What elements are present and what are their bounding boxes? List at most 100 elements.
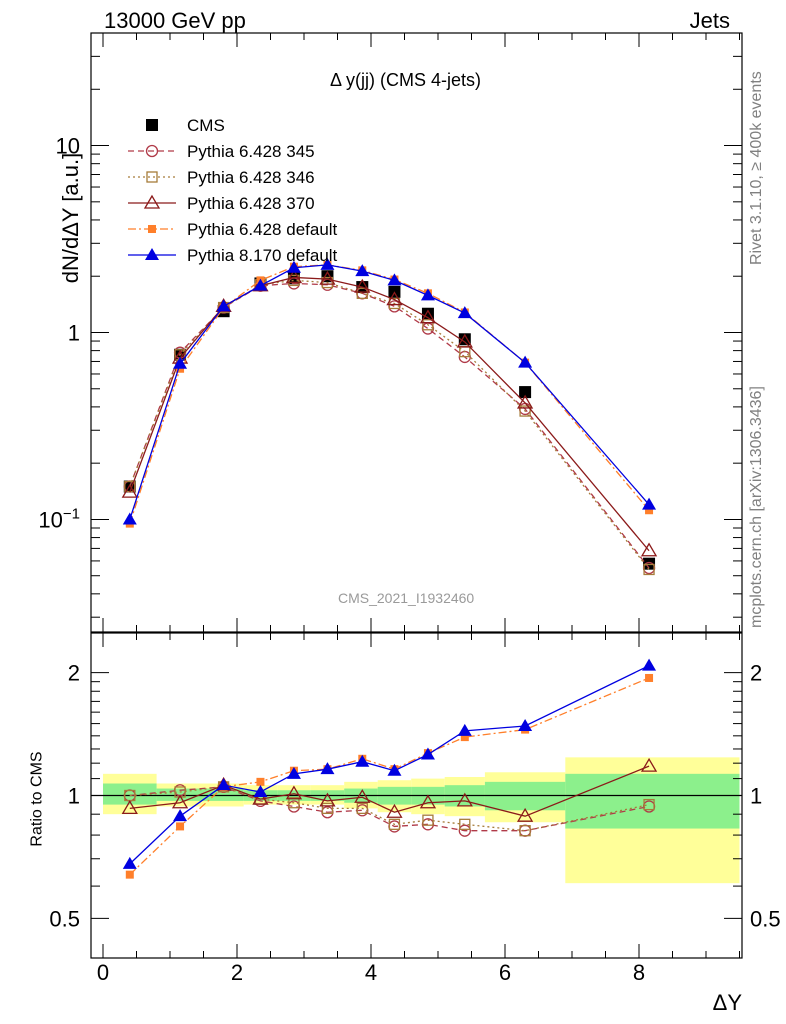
legend-marker-0: [146, 119, 158, 131]
ratio-point-s1-10: [519, 825, 531, 837]
main-line-2: [129, 279, 650, 570]
main-point-s0-9: [458, 333, 471, 346]
ratio-line-4: [129, 665, 650, 865]
legend-label-0: CMS: [187, 116, 225, 135]
ratio-point-s3-11: [645, 673, 654, 682]
main-point-s3-8: [419, 309, 437, 324]
main-line-5: [129, 264, 650, 520]
main-point-s3-4: [285, 269, 303, 284]
main-point-s0-11: [643, 557, 656, 570]
main-point-s5-3: [253, 278, 268, 291]
legend-marker-3: [143, 194, 161, 209]
ratio-point-s2-5: [319, 792, 336, 807]
ratio-line-0: [129, 786, 650, 832]
ratio-point-s1-8: [422, 814, 434, 826]
main-point-s0-10: [519, 386, 532, 399]
ratio-point-s4-6: [355, 754, 370, 767]
ratio-point-s2-0: [121, 800, 138, 815]
ratio-point-s2-3: [252, 790, 269, 805]
ratio-point-s1-7: [388, 818, 401, 830]
ratio-point-s3-3: [256, 777, 265, 786]
main-point-s4-11: [645, 506, 654, 515]
ratio-point-s4-1: [173, 809, 188, 822]
main-point-s2-10: [519, 405, 531, 417]
ratio-point-s2-4: [285, 785, 303, 800]
legend-label-5: Pythia 8.170 default: [187, 246, 338, 265]
ratio-point-s4-0: [122, 856, 137, 869]
ratio-tick-label-0: 0.5: [49, 906, 80, 931]
legend-marker-4: [148, 225, 156, 233]
y-axis-label: dN/dΔY [a.u.]: [58, 152, 84, 284]
ratio-point-s3-1: [176, 822, 185, 831]
x-tick-label-1: 2: [231, 960, 243, 985]
main-point-s3-11: [640, 542, 658, 557]
ratio-point-s4-9: [457, 723, 472, 736]
ratio-point-s1-6: [356, 802, 368, 815]
ratio-line-3: [129, 677, 650, 876]
x-tick-label-3: 6: [499, 960, 511, 985]
legend-label-4: Pythia 6.428 default: [187, 220, 338, 239]
ratio-tick-label-right-1: 1: [750, 784, 762, 809]
ratio-point-s1-4: [288, 797, 300, 809]
x-tick-label-4: 8: [633, 960, 645, 985]
legend-label-3: Pythia 6.428 370: [187, 194, 315, 213]
ratio-tick-label-right-0: 0.5: [750, 906, 781, 931]
legend-marker-1: [145, 144, 159, 158]
main-point-s5-10: [518, 355, 533, 368]
ratio-point-s2-7: [386, 803, 403, 818]
ratio-point-s4-5: [320, 762, 335, 775]
plot-title: Δ y(jj) (CMS 4-jets): [330, 70, 482, 90]
y-tick-label-0.1: 10−1: [38, 505, 80, 532]
ratio-point-s4-3: [253, 784, 268, 797]
source-label: mcplots.cern.ch [arXiv:1306.3436]: [748, 386, 765, 628]
main-point-s5-6: [355, 264, 370, 277]
category-label: Jets: [689, 8, 730, 33]
legend-label-1: Pythia 6.428 345: [187, 142, 315, 161]
ratio-tick-label-2: 2: [68, 661, 80, 686]
main-point-s3-5: [319, 270, 336, 285]
x-tick-label-2: 4: [365, 960, 377, 985]
main-point-s5-4: [286, 260, 301, 273]
main-point-s2-8: [422, 319, 434, 331]
ratio-point-s4-4: [286, 766, 301, 779]
main-point-s3-7: [386, 291, 403, 306]
main-point-s2-11: [643, 563, 655, 576]
legend-marker-2: [146, 171, 158, 183]
ratio-point-s1-11: [643, 798, 655, 811]
ratio-point-s4-10: [518, 718, 533, 731]
ratio-point-s2-1: [171, 794, 189, 809]
y-tick-label-1: 1: [68, 321, 80, 346]
energy-label: 13000 GeV pp: [104, 8, 246, 33]
main-point-s5-0: [122, 512, 137, 525]
ratio-point-s3-9: [460, 733, 469, 742]
ratio-axis-label: Ratio to CMS: [28, 751, 46, 847]
ratio-point-s0-9: [458, 824, 471, 837]
x-tick-label-0: 0: [97, 960, 109, 985]
main-point-s3-9: [456, 333, 473, 348]
main-point-s5-9: [457, 306, 472, 319]
ratio-tick-label-1: 1: [68, 784, 80, 809]
ratio-band-green-11: [565, 773, 740, 829]
main-point-s5-7: [387, 273, 402, 286]
rivet-version-label: Rivet 3.1.10, ≥ 400k events: [748, 71, 765, 265]
ratio-point-s4-2: [216, 778, 231, 791]
ratio-point-s3-0: [125, 870, 134, 879]
ratio-point-s1-5: [321, 802, 334, 815]
x-axis-label: ΔY: [712, 990, 742, 1015]
ratio-point-s2-10: [516, 807, 534, 822]
ratio-line-2: [129, 765, 650, 817]
main-point-s3-0: [121, 483, 138, 498]
ratio-point-s4-8: [420, 747, 435, 760]
main-point-s5-11: [642, 497, 657, 510]
analysis-watermark: CMS_2021_I1932460: [338, 590, 475, 606]
ratio-point-s2-11: [640, 757, 658, 772]
main-line-3: [129, 276, 650, 552]
main-point-s5-1: [173, 356, 188, 369]
y-tick-label-10: 10: [56, 134, 80, 159]
ratio-band-green-0: [103, 783, 157, 805]
main-point-s5-8: [420, 288, 435, 301]
legend-label-2: Pythia 6.428 346: [187, 168, 315, 187]
ratio-point-s2-8: [419, 794, 437, 809]
main-point-s5-2: [216, 299, 231, 312]
